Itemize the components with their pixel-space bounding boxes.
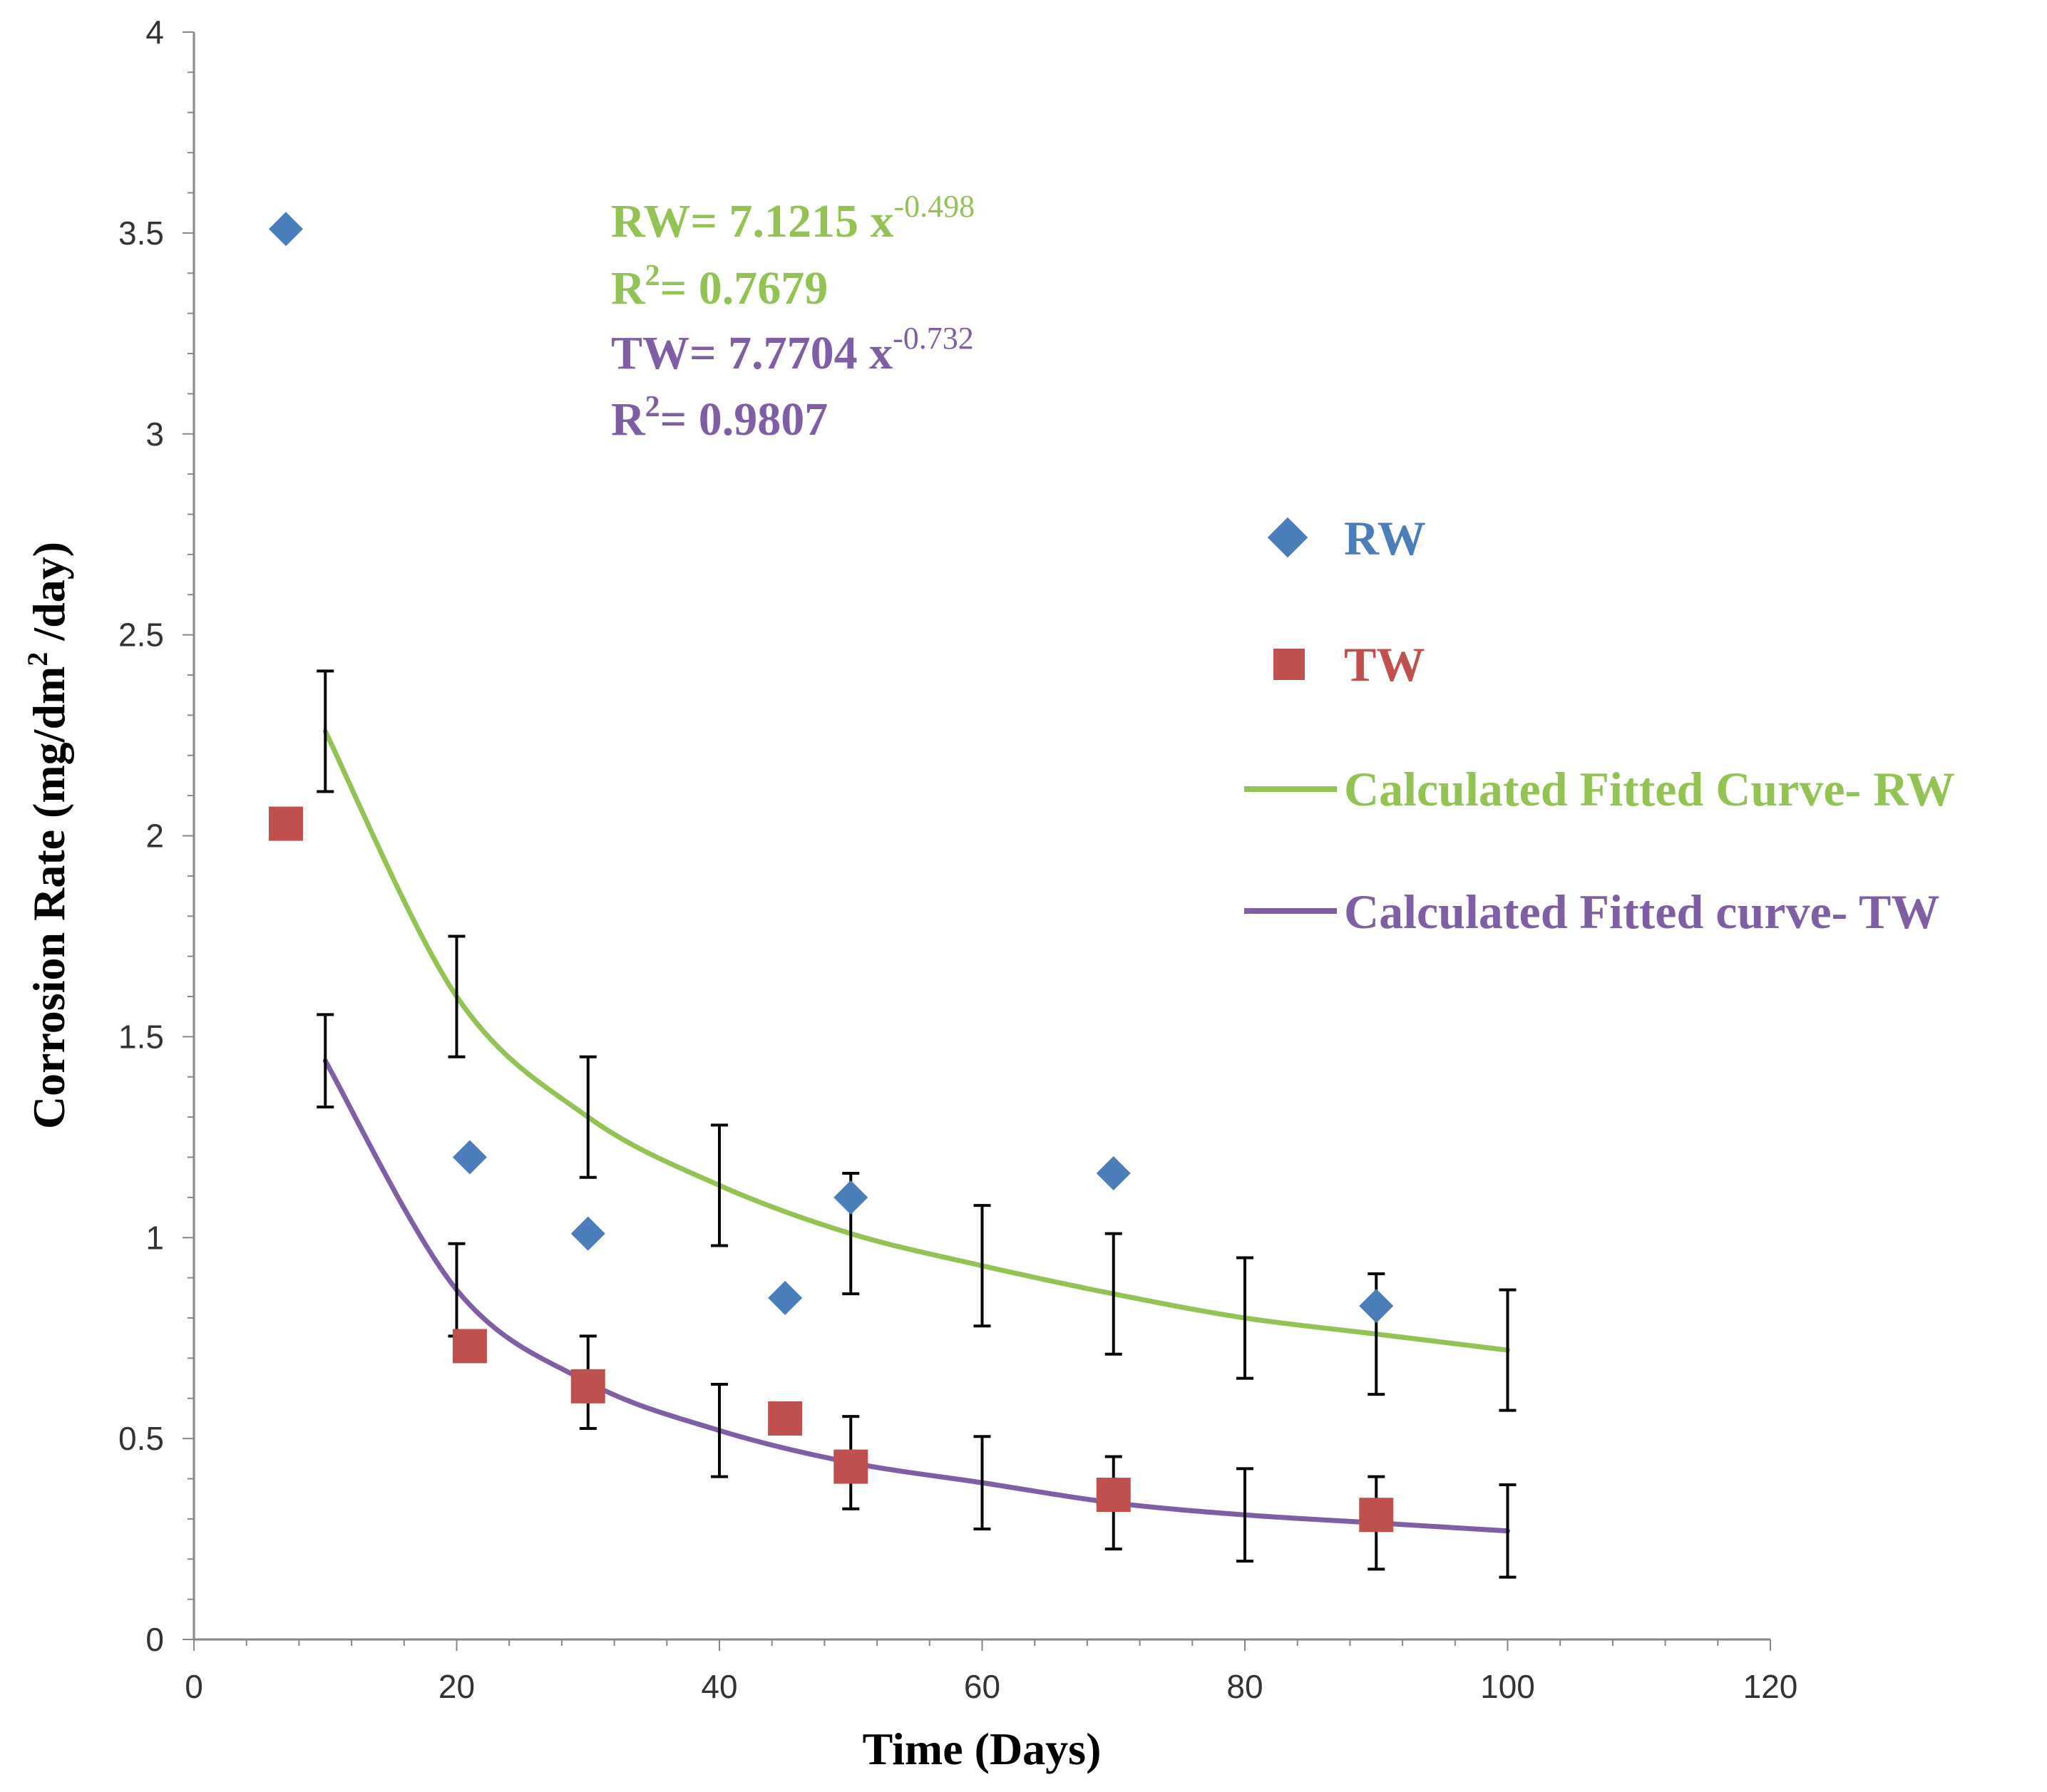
tw-point [1359,1498,1394,1533]
y-tick-label: 0 [145,1621,164,1658]
x-tick-label: 20 [438,1668,475,1705]
y-tick-label: 2.5 [118,617,164,654]
rw-point [570,1216,605,1251]
equation-rw-main: RW= 7.1215 x [611,195,893,247]
r-squared-rw-sup: 2 [645,259,660,292]
equation-tw: TW= 7.7704 x-0.732 [611,321,974,379]
r-squared-tw-value: = 0.9807 [660,393,828,446]
error-bar [1236,1256,1253,1380]
legend-marker-tw [1273,649,1305,680]
error-bar [1104,1232,1122,1356]
equation-tw-exponent: -0.732 [893,321,974,356]
y-axis-title: Corrosion Rate (mg/dm2 /day) [21,542,74,1129]
y-tick-label: 2 [145,818,164,855]
y-axis-title-main: Corrosion Rate (mg/dm [24,666,74,1129]
rw-point [1096,1156,1131,1191]
tw-point [452,1329,487,1364]
r-squared-tw-sup: 2 [645,391,660,423]
y-axis-title-sup: 2 [21,652,53,666]
fit-equations: RW= 7.1215 x-0.498 R2= 0.7679 TW= 7.7704… [611,189,975,446]
equation-rw-exponent: -0.498 [893,189,975,224]
x-tick-label: 0 [185,1668,203,1705]
error-bar [1236,1467,1253,1563]
x-axis-title: Time (Days) [863,1724,1102,1774]
x-tick-label: 100 [1480,1668,1535,1705]
error-bar [1499,1483,1517,1579]
axis-tick-labels: 00.511.522.533.540 20 40 60 80 100 120 [118,14,1797,1705]
error-bar [711,1383,728,1478]
y-tick-label: 0.5 [118,1420,164,1457]
r-squared-tw: R2= 0.9807 [611,391,828,446]
rw-point [833,1180,868,1215]
error-bar [973,1204,991,1328]
tw-point [768,1401,803,1436]
fitted-curve-tw [322,1058,1510,1534]
y-tick-label: 1 [145,1219,164,1256]
x-tick-label: 60 [964,1668,1000,1705]
x-tick-label: 80 [1226,1668,1263,1705]
error-bar [711,1123,728,1247]
r-squared-tw-r: R [611,393,646,446]
error-bar [1499,1288,1517,1412]
y-tick-label: 3.5 [118,215,164,252]
data-points [268,212,1394,1533]
r-squared-rw: R2= 0.7679 [611,259,828,314]
equation-rw: RW= 7.1215 x-0.498 [611,189,975,247]
y-axis-title-tail: /day) [24,542,74,652]
r-squared-rw-r: R [611,262,646,314]
rw-point [768,1280,803,1315]
rw-point [452,1140,487,1175]
error-bar [973,1435,991,1530]
axis-ticks [183,31,1771,1651]
tw-point [570,1369,605,1404]
x-tick-label: 120 [1743,1668,1798,1705]
error-bar [317,1013,334,1109]
legend: RW TW Calculated Fitted Curve- RW Calcul… [1244,511,1955,939]
tw-point [268,806,303,841]
error-bar [579,1055,597,1179]
error-bar [317,669,334,793]
y-tick-label: 1.5 [118,1018,164,1055]
y-tick-label: 4 [145,14,164,51]
x-tick-label: 40 [701,1668,737,1705]
error-bar [448,934,466,1059]
legend-marker-rw [1267,517,1308,558]
legend-label-fit-tw: Calculated Fitted curve- TW [1344,885,1939,939]
fitted-curves [322,728,1510,1534]
legend-label-fit-rw: Calculated Fitted Curve- RW [1344,762,1955,816]
legend-label-rw: RW [1344,511,1426,565]
tw-point [1096,1478,1131,1513]
y-tick-label: 3 [145,416,164,453]
rw-point [268,212,303,247]
rw-point [1359,1289,1394,1324]
legend-label-tw: TW [1344,637,1425,691]
tw-point [833,1449,868,1484]
fitted-curve-rw [322,728,1510,1353]
r-squared-rw-value: = 0.7679 [660,262,828,314]
equation-tw-main: TW= 7.7704 x [611,327,893,379]
